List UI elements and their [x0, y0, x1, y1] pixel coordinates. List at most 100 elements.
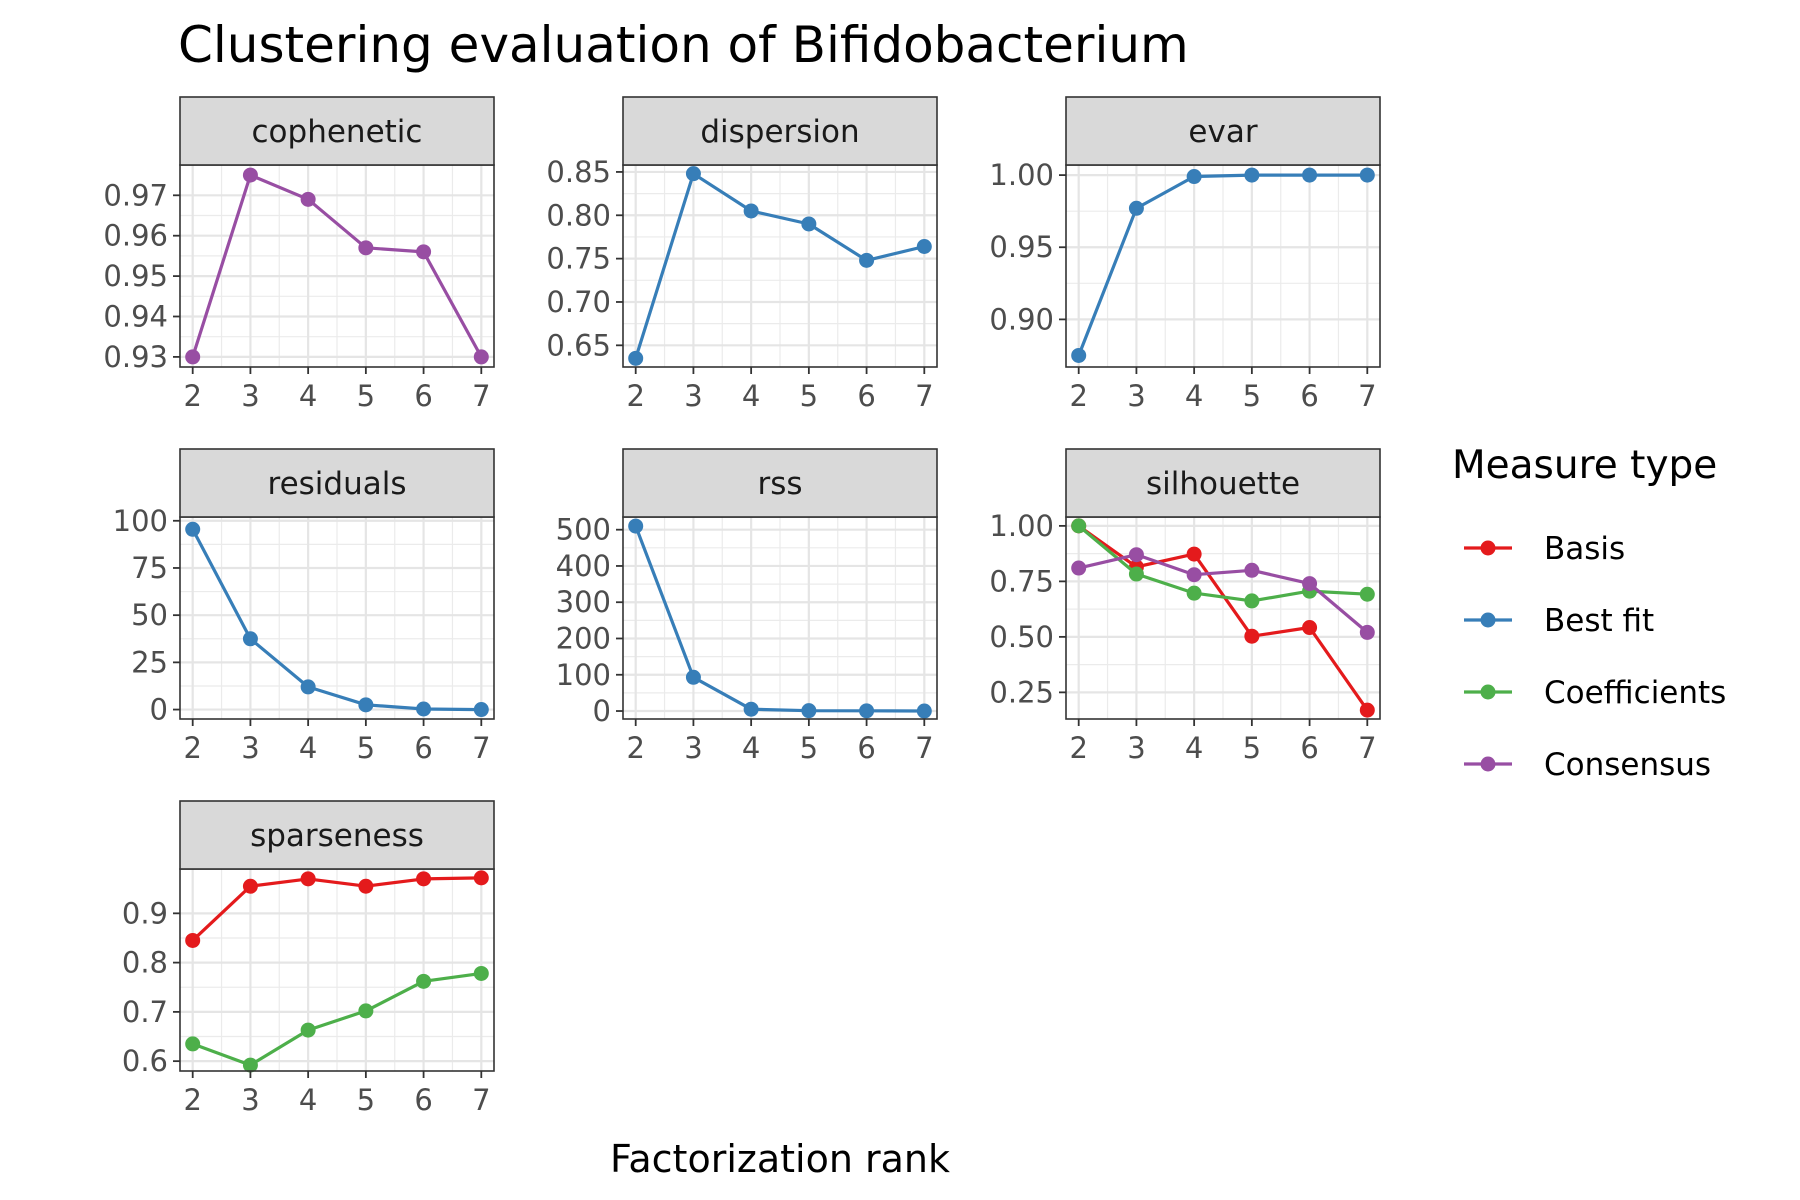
x-tick-label: 4 [742, 379, 760, 413]
series-best-fit [185, 521, 489, 718]
data-point [1359, 167, 1375, 183]
x-tick-label: 5 [357, 731, 375, 765]
series-line [1077, 173, 1368, 357]
x-tick-label: 2 [626, 379, 644, 413]
x-tick-label: 2 [183, 379, 201, 413]
legend-key-point [1480, 756, 1496, 772]
data-point [358, 697, 374, 713]
panel-evar: evar 0.90 0.95 1.00 2 3 4 5 6 7 [989, 96, 1381, 413]
legend-title: Measure type [1452, 443, 1717, 488]
data-point [1359, 586, 1375, 602]
facet-label: silhouette [1146, 466, 1300, 502]
data-point [185, 932, 201, 948]
x-tick-label: 7 [915, 379, 933, 413]
series-line [192, 971, 482, 1067]
series-coefficients [185, 965, 489, 1073]
y-tick-label: 0.94 [103, 300, 168, 334]
data-point [1186, 585, 1202, 601]
series-line [1078, 553, 1369, 634]
data-point [242, 878, 258, 894]
data-point [1302, 167, 1318, 183]
x-tick-label: 4 [299, 731, 317, 765]
series-line [1077, 524, 1369, 712]
series-line [634, 172, 925, 359]
data-point [473, 965, 489, 981]
data-point [300, 191, 316, 207]
data-point [473, 702, 489, 718]
x-tick-label: 2 [1069, 731, 1087, 765]
x-tick-label: 7 [472, 379, 490, 413]
data-point [1128, 200, 1144, 216]
x-tick-label: 6 [857, 379, 875, 413]
legend: Measure type Basis Best fit Coefficients Co… [1452, 443, 1726, 783]
x-tick-label: 3 [1127, 379, 1145, 413]
data-point [300, 679, 316, 695]
data-point [242, 167, 258, 183]
data-point [1071, 560, 1087, 576]
panel-residuals: residuals 0 25 50 75 100 2 3 4 5 6 7 [113, 448, 495, 765]
series-best-fit [628, 518, 932, 719]
data-point [628, 350, 644, 366]
data-point [1128, 566, 1144, 582]
legend-item-basis: Basis [1464, 531, 1625, 567]
y-tick-label: 100 [113, 504, 168, 538]
chart-title: Clustering evaluation of Bifidobacterium [178, 16, 1189, 74]
facet-label: cophenetic [252, 114, 423, 150]
x-tick-label: 7 [472, 731, 490, 765]
data-point [358, 1003, 374, 1019]
x-tick-label: 3 [1127, 731, 1145, 765]
x-tick-label: 3 [684, 379, 702, 413]
series-basis [185, 870, 489, 948]
data-point [1128, 547, 1144, 563]
data-point [185, 1036, 201, 1052]
x-tick-label: 6 [414, 379, 432, 413]
series-best-fit [1071, 167, 1375, 363]
data-point [416, 244, 432, 260]
data-point [628, 518, 644, 534]
data-point [801, 703, 817, 719]
data-point [358, 878, 374, 894]
series-line [191, 876, 482, 942]
legend-item-consensus: Consensus [1464, 747, 1711, 783]
x-tick-label: 4 [299, 1083, 317, 1117]
x-tick-label: 7 [915, 731, 933, 765]
x-tick-label: 2 [1069, 379, 1087, 413]
data-point [185, 521, 201, 537]
x-tick-label: 6 [414, 1083, 432, 1117]
y-tick-label: 0.50 [989, 620, 1054, 654]
legend-label: Coefficients [1544, 675, 1726, 711]
panel-silhouette: silhouette 0.25 0.50 0.75 1.00 2 3 4 5 6 7 [989, 448, 1381, 765]
series-consensus [185, 167, 489, 365]
y-tick-label: 0.7 [122, 995, 168, 1029]
data-point [300, 871, 316, 887]
data-point [1186, 546, 1202, 562]
data-point [1071, 518, 1087, 534]
data-point [1071, 347, 1087, 363]
y-tick-label: 1.00 [989, 509, 1054, 543]
data-point [1302, 620, 1318, 636]
x-tick-label: 4 [1185, 731, 1203, 765]
data-point [685, 166, 701, 182]
y-tick-label: 0.70 [546, 285, 611, 319]
x-tick-label: 2 [626, 731, 644, 765]
x-tick-label: 5 [357, 1083, 375, 1117]
data-point [242, 631, 258, 647]
data-point [1186, 169, 1202, 185]
y-tick-label: 0.90 [989, 302, 1054, 336]
facet-strip [179, 800, 495, 870]
data-point [300, 1022, 316, 1038]
x-axis-title: Factorization rank [610, 1137, 950, 1181]
x-tick-label: 5 [800, 731, 818, 765]
legend-label: Best fit [1544, 603, 1654, 639]
y-tick-label: 200 [556, 621, 611, 655]
facet-strip [622, 448, 938, 518]
data-point [1244, 562, 1260, 578]
y-tick-label: 0.9 [122, 896, 168, 930]
facet-label: rss [757, 466, 802, 502]
y-tick-label: 1.00 [989, 158, 1054, 192]
x-tick-label: 7 [1358, 731, 1376, 765]
x-tick-label: 7 [1358, 379, 1376, 413]
y-tick-label: 500 [556, 513, 611, 547]
